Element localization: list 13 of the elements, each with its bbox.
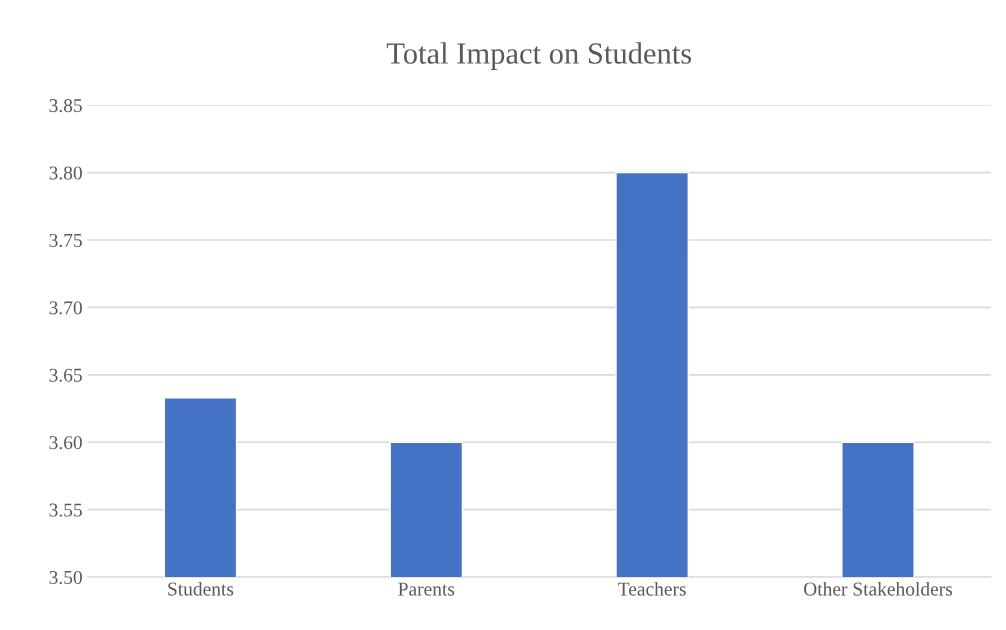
y-tick-label: 3.80 [49, 166, 82, 180]
y-tick-label: 3.65 [49, 368, 82, 382]
y-tick-label: 3.60 [49, 436, 82, 450]
x-tick-label: Other Stakeholders [804, 581, 953, 596]
y-tick-label: 3.85 [49, 99, 82, 113]
y-tick-label: 3.75 [49, 233, 82, 248]
y-tick-label: 3.70 [49, 301, 82, 315]
x-tick-label: Students [168, 581, 234, 596]
y-tick-label: 3.50 [49, 570, 82, 585]
x-tick-label: Parents [398, 582, 455, 596]
y-tick-label: 3.55 [49, 503, 82, 517]
x-tick-label: Teachers [618, 581, 686, 596]
chart-title: Total Impact on Students [386, 42, 692, 71]
